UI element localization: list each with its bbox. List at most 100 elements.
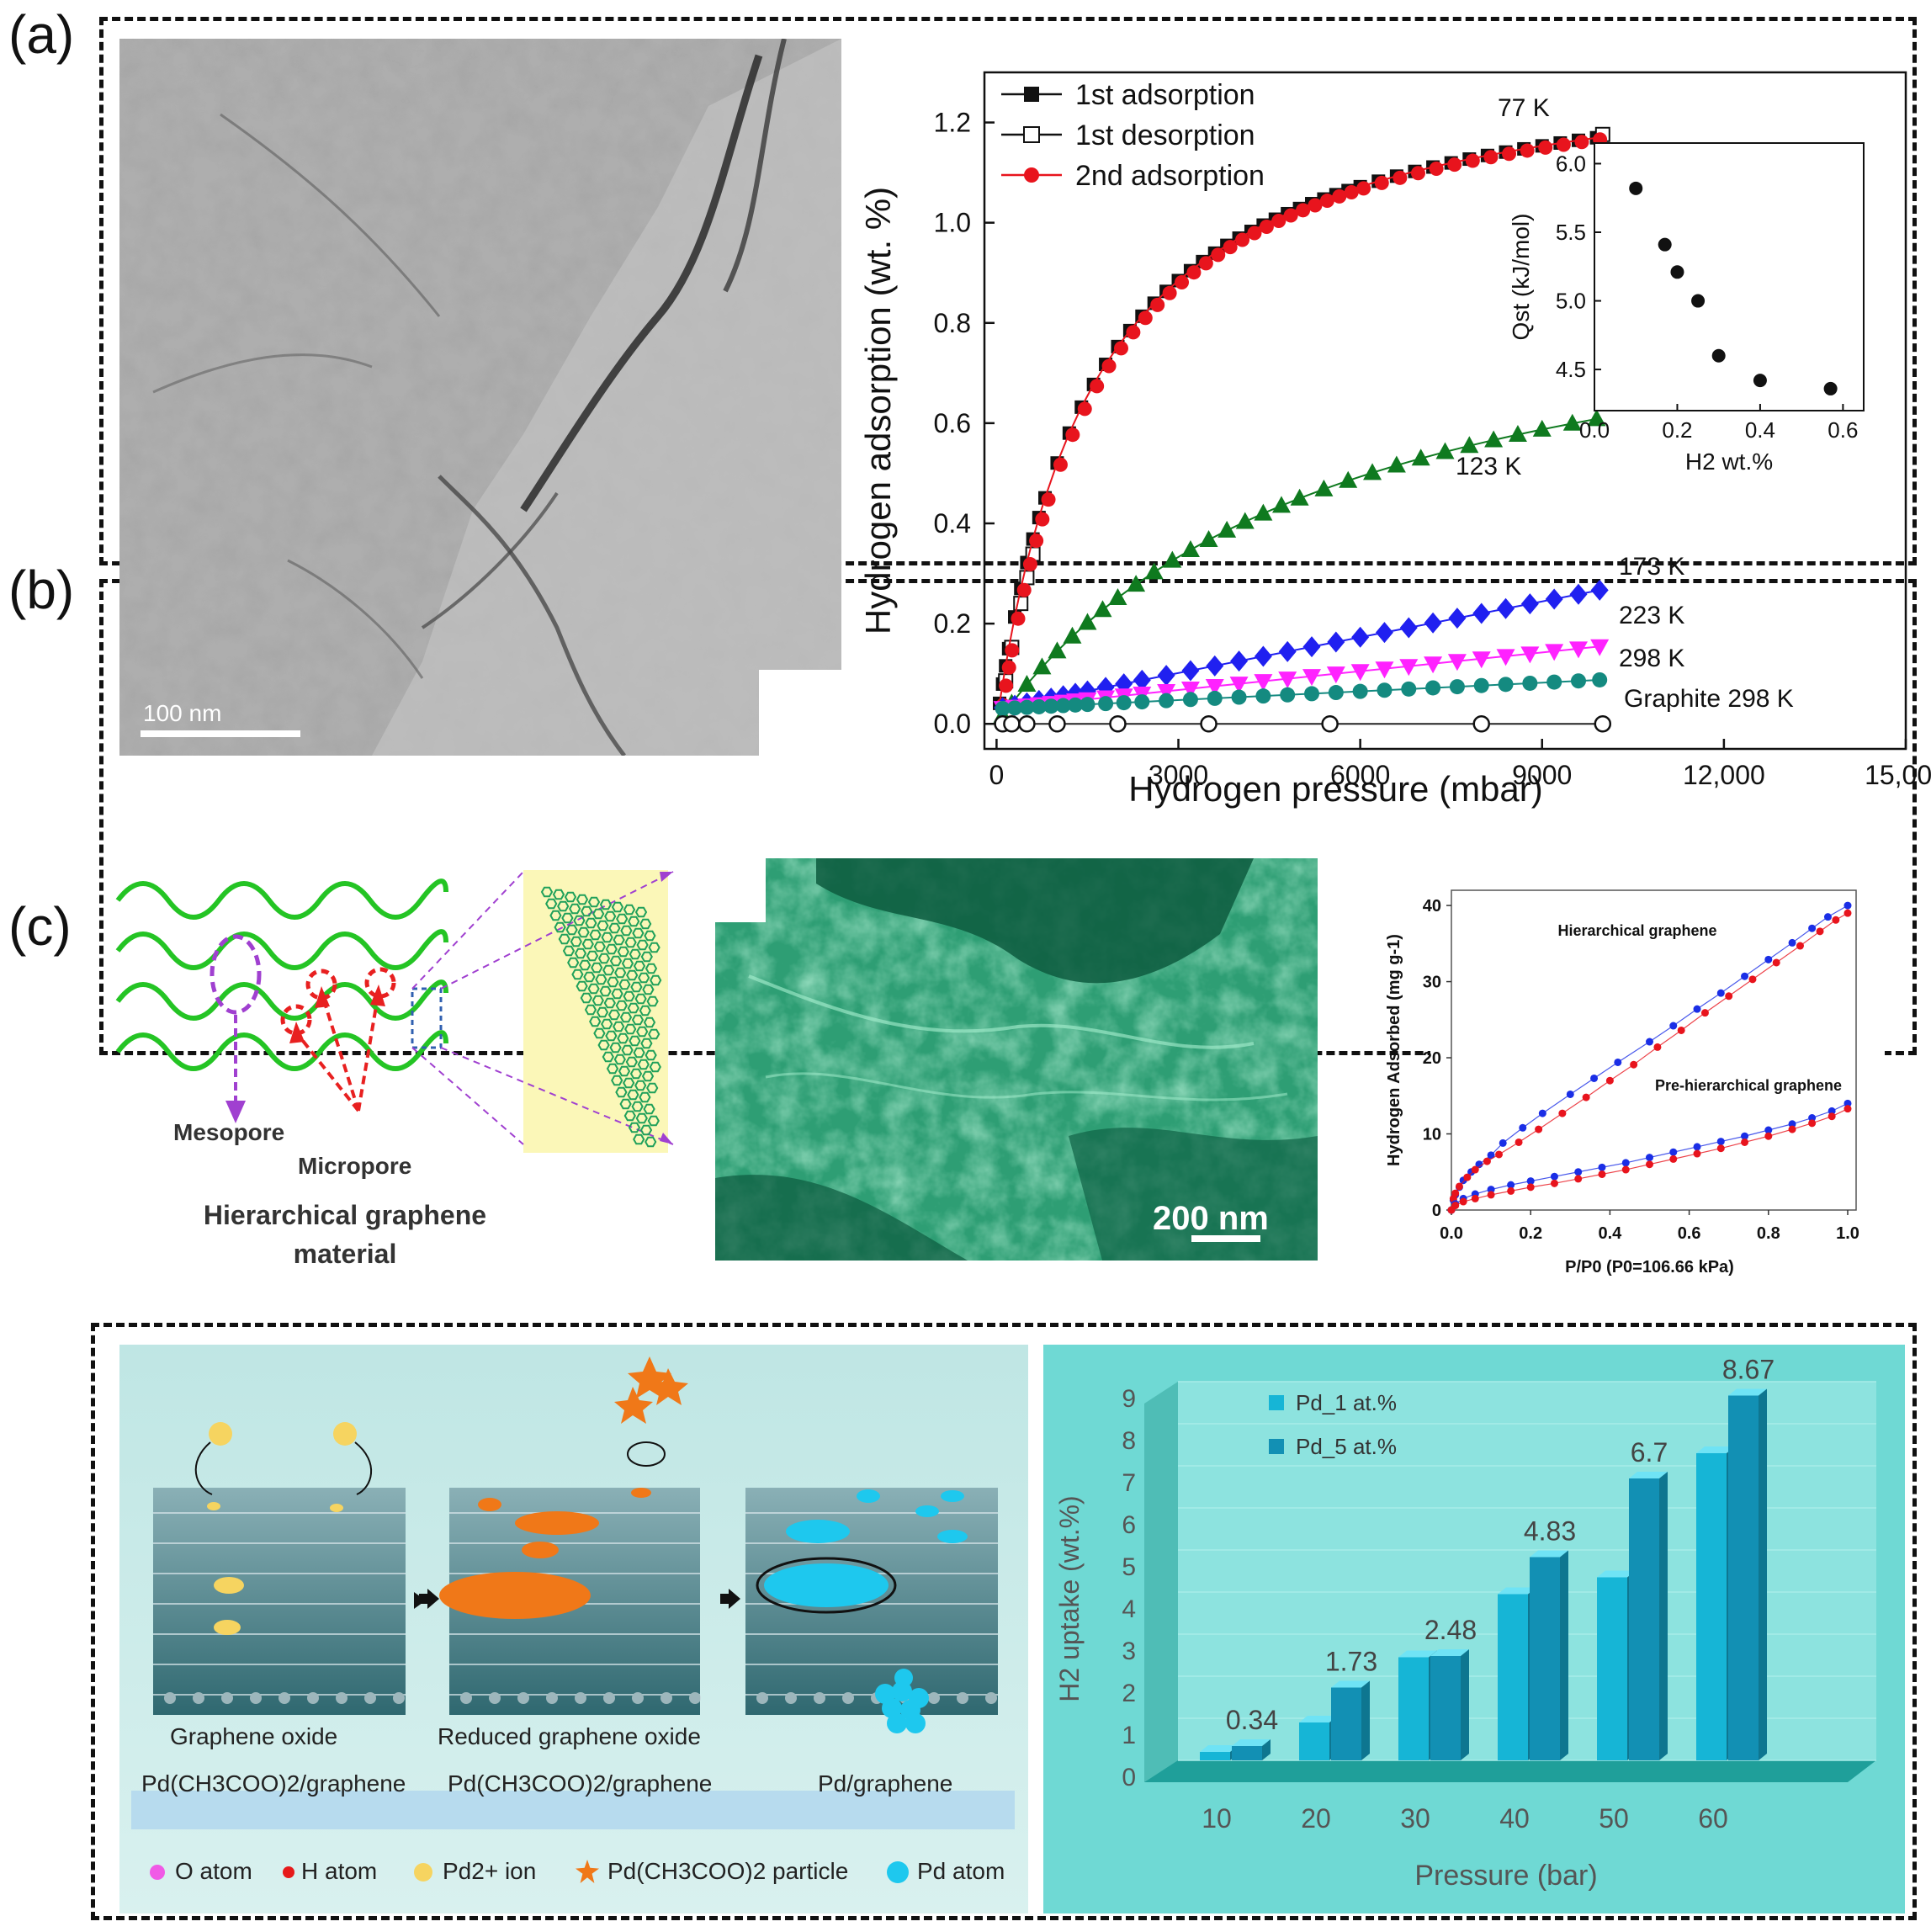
point-123k-18 [1290,488,1309,506]
honeycomb-cell [569,903,581,915]
point-graphite-6 [1321,714,1339,733]
honeycomb-cell [609,955,623,967]
x-tick-label-1: 3000 [1149,760,1208,790]
c-bar-top-1-2 [1430,1649,1469,1656]
point-s4-5 [1055,698,1071,714]
honeycomb-cell [576,980,588,992]
point-2nd-ads-46 [1556,137,1571,152]
b-point-2-6 [1526,1177,1535,1186]
c-data-label-3: 4.83 [1524,1516,1576,1547]
honeycomb-cell [587,896,601,908]
c-bar-1-0 [1232,1739,1271,1760]
honeycomb-cell [633,1047,645,1059]
point-123k-16 [1254,503,1273,521]
c-x-axis-label: Pressure (bar) [1414,1860,1597,1892]
carbon-atom-1-2 [517,1692,529,1704]
point-2nd-ads-8 [1035,512,1050,527]
b-y-tick-label-0: 0 [1432,1202,1441,1220]
c-data-label-5: 8.67 [1722,1355,1775,1385]
b-point-1-9 [1535,1125,1543,1133]
b-x-tick-label-5: 1.0 [1836,1224,1859,1243]
honeycomb-cell [592,995,604,1006]
honeycomb-cell [628,1122,641,1133]
c-y-tick-label-1: 1 [1122,1722,1136,1749]
carbon-atom-1-1 [489,1692,501,1704]
honeycomb-cell [623,1110,636,1122]
point-2nd-ads-10 [1053,457,1068,472]
c-bar-side-1-0 [1262,1739,1271,1760]
honeycomb-cell [592,908,605,920]
point-s3-14 [1229,677,1249,694]
point-123k-12 [1180,539,1200,557]
honeycomb-cell [645,1136,657,1148]
b-point-0-8 [1499,1138,1507,1147]
b-point-2-12 [1669,1148,1678,1156]
point-2nd-ads-44 [1520,143,1535,158]
chart-c-sidewall [1144,1382,1178,1782]
c-bar-1-3 [1530,1550,1568,1760]
x-tick-label-5: 15,000 [1865,760,1931,790]
point-s2-21 [1399,617,1418,639]
b-x-tick-label-0: 0.0 [1440,1224,1463,1243]
honeycomb-cell [603,997,616,1009]
b-point-1-17 [1725,992,1733,1000]
point-s3-12 [1180,682,1200,699]
c-y-tick-label-3: 3 [1122,1637,1136,1665]
honeycomb-cell [561,912,574,924]
point-s2-27 [1545,588,1563,610]
inset-x-label: H2 wt.% [1685,448,1773,475]
point-s2-12 [1181,660,1200,682]
b-point-1-23 [1843,909,1852,917]
carbon-atom-0-3 [250,1692,262,1704]
b-point-1-21 [1816,927,1824,936]
inset-y-tick-label-0: 4.5 [1556,357,1586,382]
b-point-1-12 [1605,1076,1614,1085]
b-point-3-5 [1507,1186,1515,1195]
point-2nd-ads-20 [1175,274,1190,289]
point-2nd-ads-1 [999,678,1014,693]
honeycomb-cell [599,899,613,910]
b-point-3-16 [1764,1132,1773,1140]
point-s4-29 [1592,671,1608,687]
b-point-0-12 [1590,1074,1599,1082]
point-2nd-ads-29 [1283,208,1298,223]
point-2nd-ads-9 [1041,492,1056,507]
honeycomb-cell [609,1042,622,1054]
point-123k-7 [1093,600,1112,618]
b-point-2-20 [1843,1099,1852,1107]
b-point-2-9 [1598,1163,1606,1171]
b-point-1-16 [1700,1009,1709,1017]
inset-point-1 [1658,237,1672,252]
micropore-label: Micropore [298,1153,412,1179]
arrow-2-head [729,1589,740,1609]
c-bar-side-1-4 [1659,1472,1668,1760]
b-point-2-4 [1487,1186,1495,1194]
b-label-pre-hierarchical: Pre-hierarchical graphene [1655,1077,1842,1094]
b-point-1-22 [1832,916,1840,924]
point-s2-24 [1472,602,1491,624]
honeycomb-cell [619,1011,633,1023]
point-2nd-ads-6 [1022,557,1037,572]
y-tick-label-6: 1.2 [934,108,971,138]
inset-x-tick-label-3: 0.6 [1828,417,1858,443]
honeycomb-cell [601,932,613,943]
point-123k-23 [1411,448,1430,466]
point-123k-22 [1387,455,1406,473]
c-bar-top-0-3 [1498,1587,1536,1595]
point-s4-8 [1098,696,1114,712]
point-s2-29 [1590,579,1609,601]
c-bar-face-1-1 [1331,1687,1361,1760]
legend-pd-atom: Pd atom [917,1858,1005,1884]
point-s4-11 [1159,693,1175,709]
carbon-atom-0-5 [307,1692,319,1704]
point-graphite-3 [1048,714,1066,733]
h-atom-icon [283,1866,294,1878]
graphene-oxide-label: Graphene oxide [170,1723,338,1749]
carbon-atom-0-8 [393,1692,405,1704]
honeycomb-cell [636,939,649,951]
point-123k-21 [1363,463,1382,480]
b-y-tick-label-1: 10 [1423,1126,1441,1144]
b-point-1-10 [1558,1109,1567,1117]
point-s2-20 [1375,622,1393,644]
carbon-atom-1-3 [546,1692,558,1704]
